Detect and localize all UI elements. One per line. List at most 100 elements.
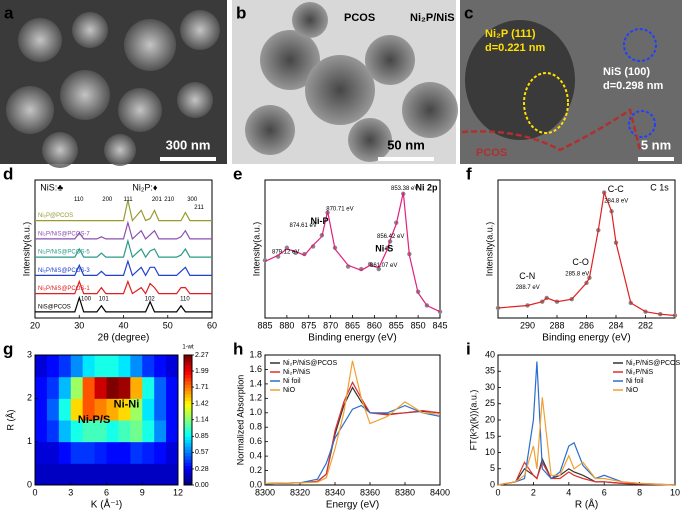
heat-cell bbox=[118, 376, 131, 399]
x-tick-label: 2 bbox=[531, 487, 536, 497]
heat-cell bbox=[142, 398, 155, 421]
x-tick-label: 8 bbox=[637, 487, 642, 497]
x-tick-label: 284 bbox=[608, 320, 623, 330]
annotation: NiS:♣ bbox=[40, 183, 63, 193]
x-axis-label: 2θ (degree) bbox=[98, 333, 150, 344]
heat-cell bbox=[130, 398, 143, 421]
annotation: 853.38 eV bbox=[391, 186, 418, 192]
colorbar-step bbox=[184, 465, 192, 470]
annotation: 211 bbox=[194, 205, 204, 211]
heat-cell bbox=[58, 398, 72, 421]
heat-cell bbox=[154, 376, 167, 399]
panel-letter: b bbox=[236, 3, 246, 22]
y-tick-label: 1.6 bbox=[249, 364, 262, 374]
colorbar-tick-label: 1.14 bbox=[195, 417, 209, 424]
heat-cell bbox=[58, 463, 72, 486]
annotation: 200 bbox=[102, 197, 113, 203]
x-axis-label: Binding energy (eV) bbox=[308, 333, 396, 344]
heat-cell bbox=[58, 441, 72, 464]
x-tick-label: 50 bbox=[163, 320, 173, 330]
heat-cell bbox=[130, 441, 143, 464]
colorbar-step bbox=[184, 452, 192, 457]
x-tick-label: 10 bbox=[670, 487, 680, 497]
heat-cell bbox=[82, 398, 96, 421]
heat-cell bbox=[118, 420, 131, 443]
heat-cell bbox=[35, 463, 48, 486]
heat-cell bbox=[46, 398, 60, 421]
heat-cell bbox=[35, 376, 48, 399]
y-tick-label: 0 bbox=[27, 479, 32, 489]
x-tick-label: 855 bbox=[389, 320, 404, 330]
annotation: Ni-Ni bbox=[114, 398, 140, 410]
colorbar-step bbox=[184, 355, 192, 359]
colorbar-step bbox=[184, 387, 192, 392]
colorbar-step bbox=[184, 426, 192, 431]
heat-cell bbox=[142, 441, 155, 464]
heat-cell bbox=[154, 398, 167, 421]
x-tick-label: 8320 bbox=[290, 487, 310, 497]
colorbar-tick-label: 0.85 bbox=[195, 433, 209, 440]
legend-label: Ni₂P/NiS bbox=[626, 369, 654, 376]
x-tick-label: 0 bbox=[32, 487, 37, 497]
y-axis-label: Intensity(a.u.) bbox=[484, 222, 494, 277]
y-axis-label: Normalized Absorption bbox=[235, 375, 245, 466]
x-axis-label: Binding energy (eV) bbox=[542, 333, 630, 344]
panel-letter: i bbox=[466, 339, 471, 358]
colorbar-tick-label: 1.71 bbox=[195, 384, 209, 391]
series-line bbox=[264, 404, 441, 485]
y-tick-label: 1 bbox=[27, 436, 32, 446]
colorbar-step bbox=[184, 478, 192, 483]
colorbar-step bbox=[184, 394, 192, 398]
heat-cell bbox=[142, 376, 155, 399]
x-tick-label: 8360 bbox=[360, 487, 380, 497]
image-label: d=0.221 nm bbox=[485, 42, 545, 54]
heat-cell bbox=[82, 463, 96, 486]
annotation: Ni-P bbox=[311, 216, 329, 226]
legend-label: NiO bbox=[283, 387, 296, 394]
y-tick-label: 20 bbox=[485, 414, 495, 424]
heat-cell bbox=[130, 420, 143, 443]
annotation: 111 bbox=[124, 197, 134, 203]
heat-cell bbox=[70, 398, 84, 421]
x-tick-label: 290 bbox=[520, 320, 535, 330]
x-tick-label: 8380 bbox=[395, 487, 415, 497]
y-tick-label: 0.8 bbox=[249, 422, 262, 432]
colorbar-tick-label: 0.00 bbox=[195, 482, 209, 489]
series-line bbox=[35, 259, 212, 277]
annotation: 210 bbox=[164, 197, 175, 203]
colorbar-step bbox=[184, 390, 192, 395]
annotation: 879.12 eV bbox=[272, 249, 299, 255]
heat-cell bbox=[154, 420, 167, 443]
colorbar-step bbox=[184, 481, 192, 486]
annotation: 861.07 eV bbox=[370, 263, 397, 269]
heat-cell bbox=[106, 441, 119, 464]
heat-cell bbox=[82, 355, 96, 378]
panel-letter: d bbox=[3, 164, 13, 183]
colorbar-tick-label: 0.57 bbox=[195, 449, 209, 456]
panel-letter: h bbox=[233, 339, 243, 358]
annotation: Ni-S bbox=[375, 243, 393, 253]
heat-cell bbox=[166, 420, 179, 443]
annotation: 201 bbox=[152, 197, 163, 203]
x-tick-label: 30 bbox=[74, 320, 84, 330]
x-tick-label: 20 bbox=[30, 320, 40, 330]
panel-letter: c bbox=[464, 3, 473, 22]
heat-cell bbox=[82, 376, 96, 399]
x-axis-label: K (Å⁻¹) bbox=[91, 498, 122, 511]
y-tick-label: 0 bbox=[490, 479, 495, 489]
data-point bbox=[437, 309, 443, 314]
colorbar-tick-label: 2.27 bbox=[195, 352, 209, 359]
series-line bbox=[497, 361, 676, 486]
legend-label: NiO bbox=[626, 387, 639, 394]
y-tick-label: 1.0 bbox=[249, 407, 262, 417]
heat-cell bbox=[142, 420, 155, 443]
colorbar-step bbox=[184, 384, 192, 388]
colorbar-step bbox=[184, 459, 192, 463]
series-label: NiS@PCOS bbox=[38, 304, 71, 310]
heat-cell bbox=[154, 463, 167, 486]
x-tick-label: 60 bbox=[207, 320, 217, 330]
series-line bbox=[497, 397, 676, 486]
annotation: 856.42 eV bbox=[377, 234, 404, 240]
series-line bbox=[35, 238, 212, 259]
heat-cell bbox=[130, 355, 143, 378]
